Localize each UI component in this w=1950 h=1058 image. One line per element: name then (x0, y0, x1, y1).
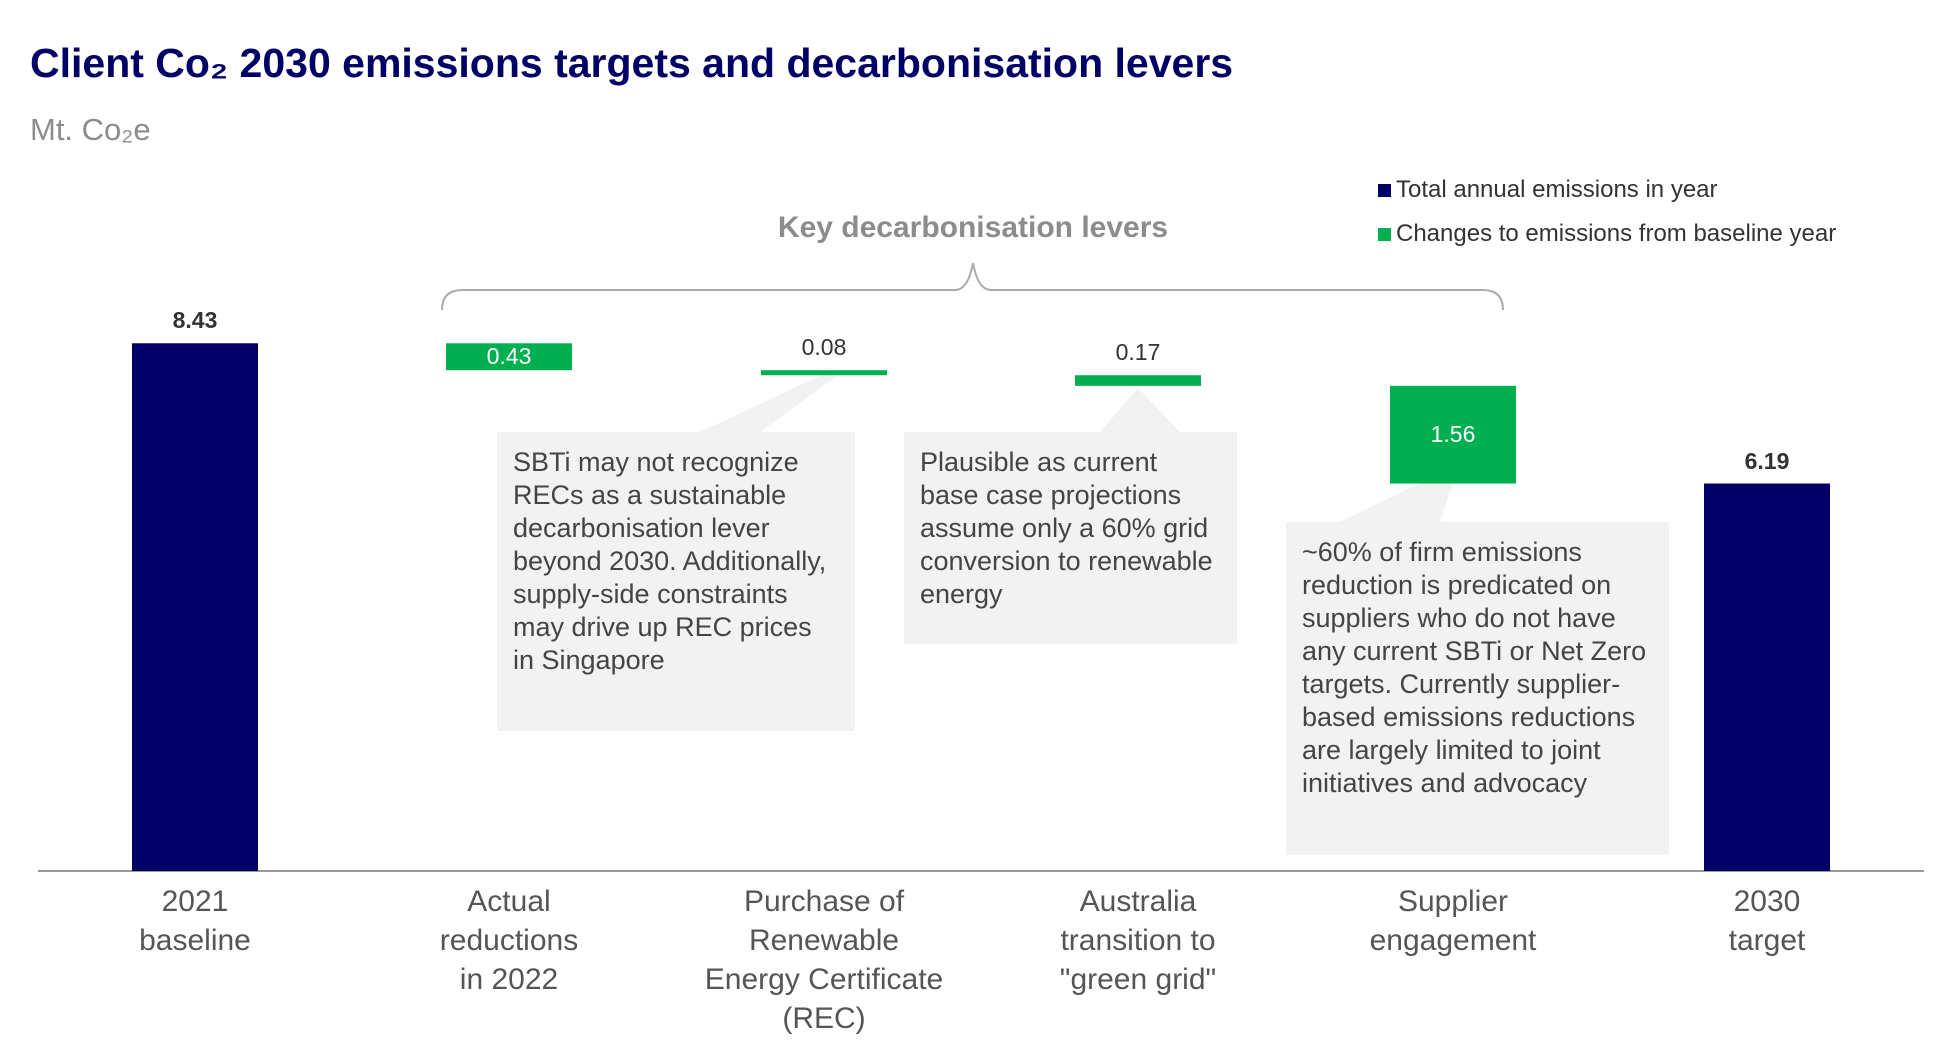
x-tick-label: Purchase of Renewable Energy Certificate… (704, 885, 944, 1035)
bar (446, 343, 572, 371)
value-label: 8.43 (172, 307, 218, 334)
legend-swatch (1378, 184, 1391, 197)
x-tick-label: Supplier engagement (1369, 885, 1537, 957)
x-tick-label: Actual reductions in 2022 (439, 885, 579, 996)
legend-swatch (1378, 228, 1391, 241)
chart-title: Client Co₂ 2030 emissions targets and de… (30, 40, 1234, 86)
callout: SBTi may not recognize RECs as a sustain… (497, 432, 855, 731)
value-label: 0.08 (801, 334, 847, 361)
bar (1075, 375, 1201, 386)
legend-entry: Changes to emissions from baseline year (1378, 220, 1836, 248)
x-tick-label: Australia transition to "green grid" (1059, 885, 1217, 996)
bar (132, 343, 258, 872)
bar (761, 370, 887, 376)
bar (1704, 483, 1830, 871)
callout-pointer (1100, 388, 1180, 432)
value-label: 1.56 (1430, 420, 1476, 447)
bracket-label: Key decarbonisation levers (777, 211, 1169, 244)
value-label: 0.43 (486, 342, 532, 369)
callout: Plausible as current base case projectio… (904, 432, 1237, 644)
value-label: 6.19 (1744, 447, 1790, 474)
bar (1390, 385, 1516, 484)
bracket (441, 262, 1504, 311)
callout-pointer (1340, 483, 1453, 522)
x-tick-label: 2030 target (1728, 885, 1806, 957)
x-tick-label: 2021 baseline (139, 885, 251, 957)
legend-label: Changes to emissions from baseline year (1396, 220, 1837, 247)
legend-entry: Total annual emissions in year (1378, 176, 1718, 204)
callout: ~60% of firm emissions reduction is pred… (1286, 522, 1669, 855)
value-label: 0.17 (1115, 339, 1161, 366)
legend-label: Total annual emissions in year (1396, 176, 1718, 203)
callout-pointer (700, 374, 840, 432)
chart-subtitle: Mt. Co₂e (30, 112, 151, 147)
